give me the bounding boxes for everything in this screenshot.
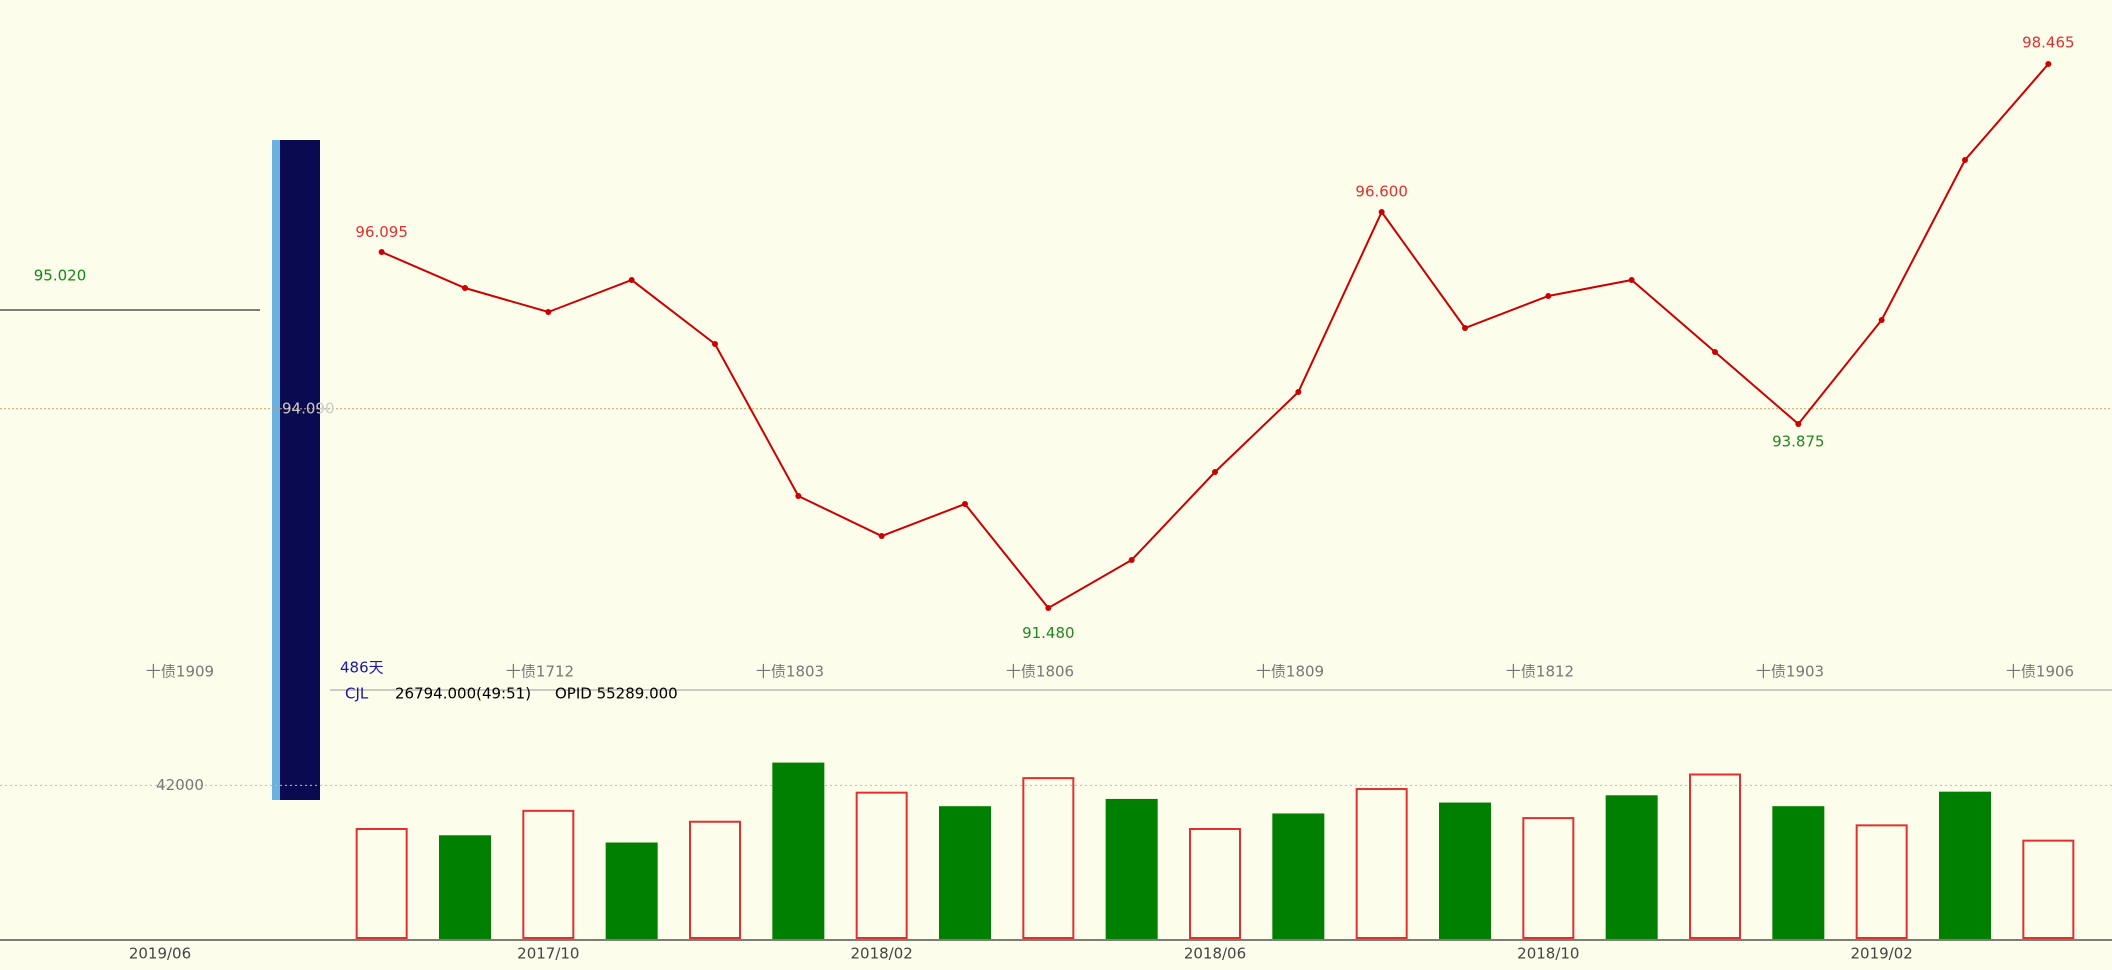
x-tick-label: 2019/02 (1851, 945, 1913, 963)
price-point (1129, 557, 1135, 563)
price-point (1879, 317, 1885, 323)
y-tick-label: 94.090 (282, 399, 335, 417)
volume-tick-label: 42000 (156, 776, 204, 794)
volume-reading: 26794.000(49:51) (395, 685, 531, 703)
volume-bar (440, 836, 490, 938)
price-point (1712, 349, 1718, 355)
extreme-label: 96.095 (355, 223, 408, 241)
price-point (1045, 605, 1051, 611)
extreme-label: 93.875 (1772, 433, 1825, 451)
price-point (1962, 157, 1968, 163)
x-tick-label: 2018/10 (1517, 945, 1579, 963)
price-point (1545, 293, 1551, 299)
price-point (2045, 61, 2051, 67)
price-point (545, 309, 551, 315)
price-point (1379, 209, 1385, 215)
left-contract-label: 十债1909 (146, 663, 214, 681)
scroll-bar-edge (272, 140, 280, 800)
x-tick-label: 2018/06 (1184, 945, 1246, 963)
price-point (879, 533, 885, 539)
volume-bar (607, 844, 657, 938)
extreme-label: 91.480 (1022, 624, 1075, 642)
x-tick-label: 2018/02 (851, 945, 913, 963)
volume-bar (1940, 793, 1990, 938)
price-point (795, 493, 801, 499)
contract-label: 十债1712 (506, 663, 574, 681)
volume-bar (1607, 796, 1657, 938)
left-date-label: 2019/06 (129, 945, 191, 963)
price-point (1462, 325, 1468, 331)
extreme-label: 98.465 (2022, 33, 2075, 51)
scroll-bar[interactable] (280, 140, 320, 800)
contract-label: 十债1809 (1256, 663, 1324, 681)
price-point (379, 249, 385, 255)
contract-label: 十债1806 (1006, 663, 1074, 681)
contract-label: 十债1812 (1506, 663, 1574, 681)
contract-label: 十债1903 (1756, 663, 1824, 681)
volume-bar (1107, 800, 1157, 938)
price-point (629, 277, 635, 283)
volume-bar (1273, 814, 1323, 938)
volume-indicator[interactable]: CJL (345, 685, 369, 703)
price-point (712, 341, 718, 347)
volume-bar (940, 807, 990, 938)
chart-window: 95.020 十债1909 2019/06 486天 CJL 26794.000… (0, 0, 2112, 970)
open-interest: OPID 55289.000 (555, 685, 678, 703)
left-low-label: 95.020 (34, 267, 87, 285)
volume-bar (773, 764, 823, 938)
volume-bar (1773, 807, 1823, 938)
price-point (1629, 277, 1635, 283)
extreme-label: 96.600 (1355, 183, 1408, 201)
price-point (1212, 469, 1218, 475)
volume-bar (1440, 804, 1490, 938)
days-label: 486天 (340, 659, 384, 677)
price-point (462, 285, 468, 291)
contract-label: 十债1906 (2006, 663, 2074, 681)
price-point (962, 501, 968, 507)
price-point (1295, 389, 1301, 395)
contract-label: 十债1803 (756, 663, 824, 681)
x-tick-label: 2017/10 (517, 945, 579, 963)
price-point (1795, 421, 1801, 427)
